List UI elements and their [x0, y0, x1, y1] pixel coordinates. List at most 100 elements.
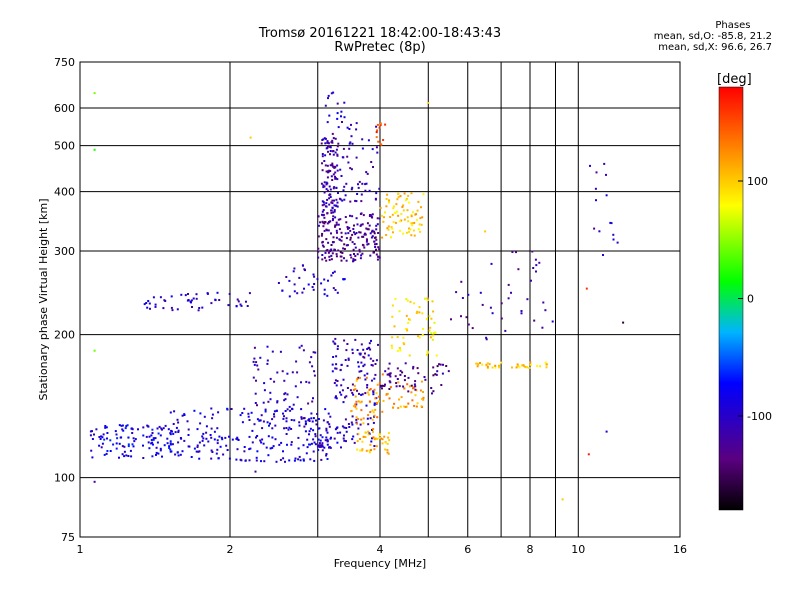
data-point	[359, 231, 362, 234]
data-point	[320, 234, 323, 237]
data-point	[187, 434, 190, 436]
data-point	[605, 194, 608, 197]
data-point	[291, 371, 294, 374]
data-point	[147, 441, 150, 444]
data-point	[253, 423, 256, 426]
data-point	[339, 391, 341, 394]
data-point	[378, 248, 381, 251]
data-point	[352, 259, 355, 262]
data-point	[373, 240, 376, 243]
data-point	[363, 246, 366, 249]
data-point	[322, 214, 325, 217]
data-point	[544, 309, 547, 312]
data-point	[341, 425, 344, 428]
data-point	[378, 256, 381, 259]
data-point	[290, 441, 293, 444]
data-point	[284, 392, 287, 395]
data-point	[376, 223, 379, 226]
data-point	[384, 383, 386, 386]
data-point	[320, 458, 323, 461]
data-point	[515, 251, 517, 254]
data-point	[196, 428, 199, 431]
data-point	[533, 319, 536, 322]
data-point	[354, 255, 357, 257]
data-point	[127, 443, 130, 446]
data-point	[598, 230, 601, 233]
data-point	[405, 231, 408, 234]
data-point	[180, 293, 183, 296]
data-point	[421, 312, 424, 315]
data-point	[184, 294, 187, 297]
data-point	[213, 430, 216, 433]
data-point	[350, 135, 353, 138]
data-point	[538, 261, 541, 264]
data-point	[154, 303, 157, 306]
data-point	[311, 365, 314, 368]
data-point	[339, 255, 342, 258]
data-point	[365, 182, 368, 185]
data-point	[432, 374, 435, 377]
data-point	[315, 419, 317, 422]
data-point	[293, 419, 296, 422]
data-point	[183, 439, 186, 442]
data-point	[170, 450, 173, 453]
data-point	[420, 380, 423, 383]
data-point	[434, 331, 437, 334]
data-point	[277, 282, 280, 284]
data-point	[354, 338, 357, 341]
data-point	[384, 211, 386, 214]
data-point	[431, 392, 433, 395]
data-point	[157, 432, 160, 435]
data-point	[115, 447, 118, 450]
data-point	[160, 427, 163, 430]
data-point	[431, 300, 434, 303]
data-point	[389, 375, 392, 378]
data-point	[374, 236, 377, 239]
data-point	[382, 220, 385, 223]
data-point	[421, 216, 424, 219]
data-point	[248, 292, 251, 295]
data-point	[388, 380, 391, 383]
data-point	[320, 282, 323, 285]
data-point	[368, 432, 371, 435]
data-point	[261, 427, 264, 430]
data-point	[312, 417, 315, 420]
data-point	[412, 386, 415, 389]
data-point	[329, 164, 332, 167]
data-point	[282, 450, 284, 453]
data-point	[376, 151, 379, 154]
data-point	[377, 343, 379, 346]
data-point	[320, 182, 323, 185]
data-point	[366, 372, 369, 375]
data-point	[348, 147, 351, 150]
data-point	[181, 450, 184, 453]
data-point	[409, 300, 412, 303]
data-point	[354, 388, 357, 391]
y-tick-label: 75	[61, 531, 75, 544]
phase-stats-o: mean, sd,O: -85.8, 21.2	[653, 31, 772, 42]
data-point	[343, 101, 346, 104]
data-point	[181, 414, 184, 417]
data-point	[354, 403, 357, 406]
data-point	[432, 334, 435, 337]
data-point	[300, 416, 303, 419]
data-point	[335, 236, 338, 239]
data-point	[317, 449, 320, 451]
data-point	[396, 378, 399, 380]
data-point	[435, 354, 438, 357]
data-point	[415, 405, 418, 408]
data-point	[331, 132, 334, 135]
data-point	[288, 279, 291, 282]
data-point	[323, 288, 326, 291]
phase-stats-label: Phases	[715, 20, 751, 31]
data-point	[398, 385, 401, 388]
data-point	[306, 446, 309, 449]
data-point	[345, 427, 348, 429]
data-point	[364, 431, 367, 434]
data-point	[309, 458, 312, 461]
data-point	[124, 427, 127, 430]
data-point	[349, 167, 352, 170]
data-point	[460, 315, 462, 318]
data-point	[205, 431, 208, 434]
data-point	[510, 291, 512, 294]
